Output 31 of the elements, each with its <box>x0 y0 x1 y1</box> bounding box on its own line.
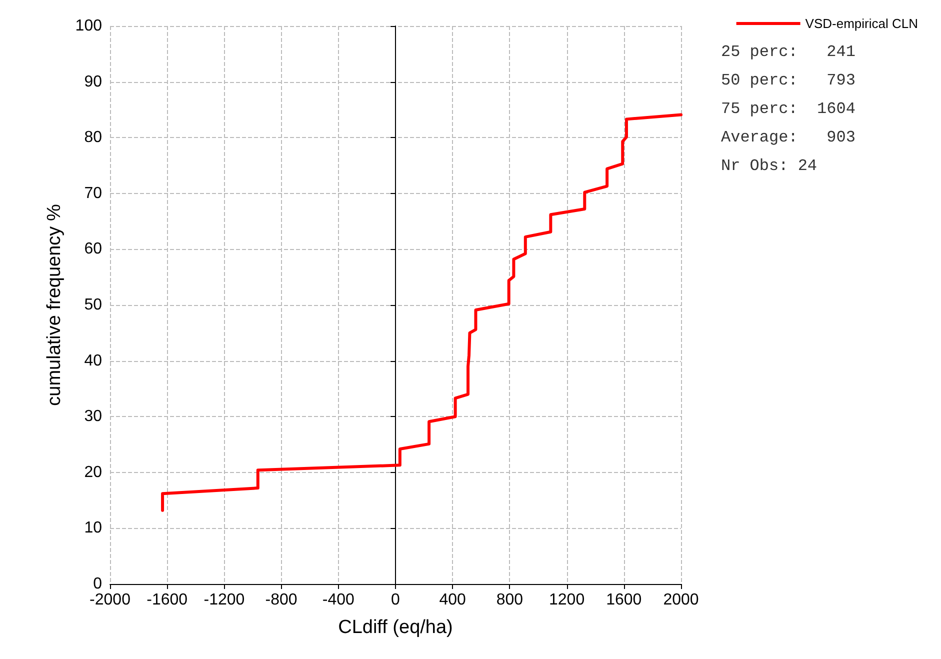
x-tick-label: 400 <box>439 592 466 608</box>
x-tick-label: 0 <box>391 592 400 608</box>
y-tick-label: 100 <box>75 18 102 34</box>
y-tick-label: 10 <box>84 520 102 537</box>
text: 25 perc: 241 <box>721 43 856 61</box>
x-tick-label: -1200 <box>204 592 245 608</box>
x-tick-label: -400 <box>322 592 355 608</box>
text: 50 perc: 793 <box>721 72 856 90</box>
y-tick-label: 90 <box>84 73 102 90</box>
y-tick-label: 40 <box>84 352 102 370</box>
y-tick-label: 70 <box>84 184 102 202</box>
text: Nr Obs: 24 <box>721 157 818 175</box>
x-tick-label: -2000 <box>90 592 131 608</box>
x-tick-label: 1600 <box>606 592 642 608</box>
line-series <box>161 113 682 512</box>
y-tick-label: 20 <box>84 464 102 481</box>
text: 75 perc: 1604 <box>721 100 856 118</box>
text: Average: 903 <box>721 128 856 146</box>
x-tick-label: -1600 <box>146 592 188 608</box>
y-tick-label: 60 <box>84 240 102 258</box>
x-tick-label: 2000 <box>663 592 699 608</box>
y-tick-label: 80 <box>84 129 102 146</box>
y-tick-label: 0 <box>93 576 102 592</box>
x-tick-label: 1200 <box>549 592 585 608</box>
y-axis-title: cumulative frequency % <box>44 204 65 406</box>
y-tick-label: 50 <box>84 296 102 314</box>
y-tick-label: 30 <box>84 408 102 426</box>
legend-label: VSD-empirical CLN <box>805 16 918 31</box>
x-axis-title: CLdiff (eq/ha) <box>338 617 453 638</box>
x-tick-label: 800 <box>496 592 524 608</box>
x-tick-label: -800 <box>265 592 298 608</box>
